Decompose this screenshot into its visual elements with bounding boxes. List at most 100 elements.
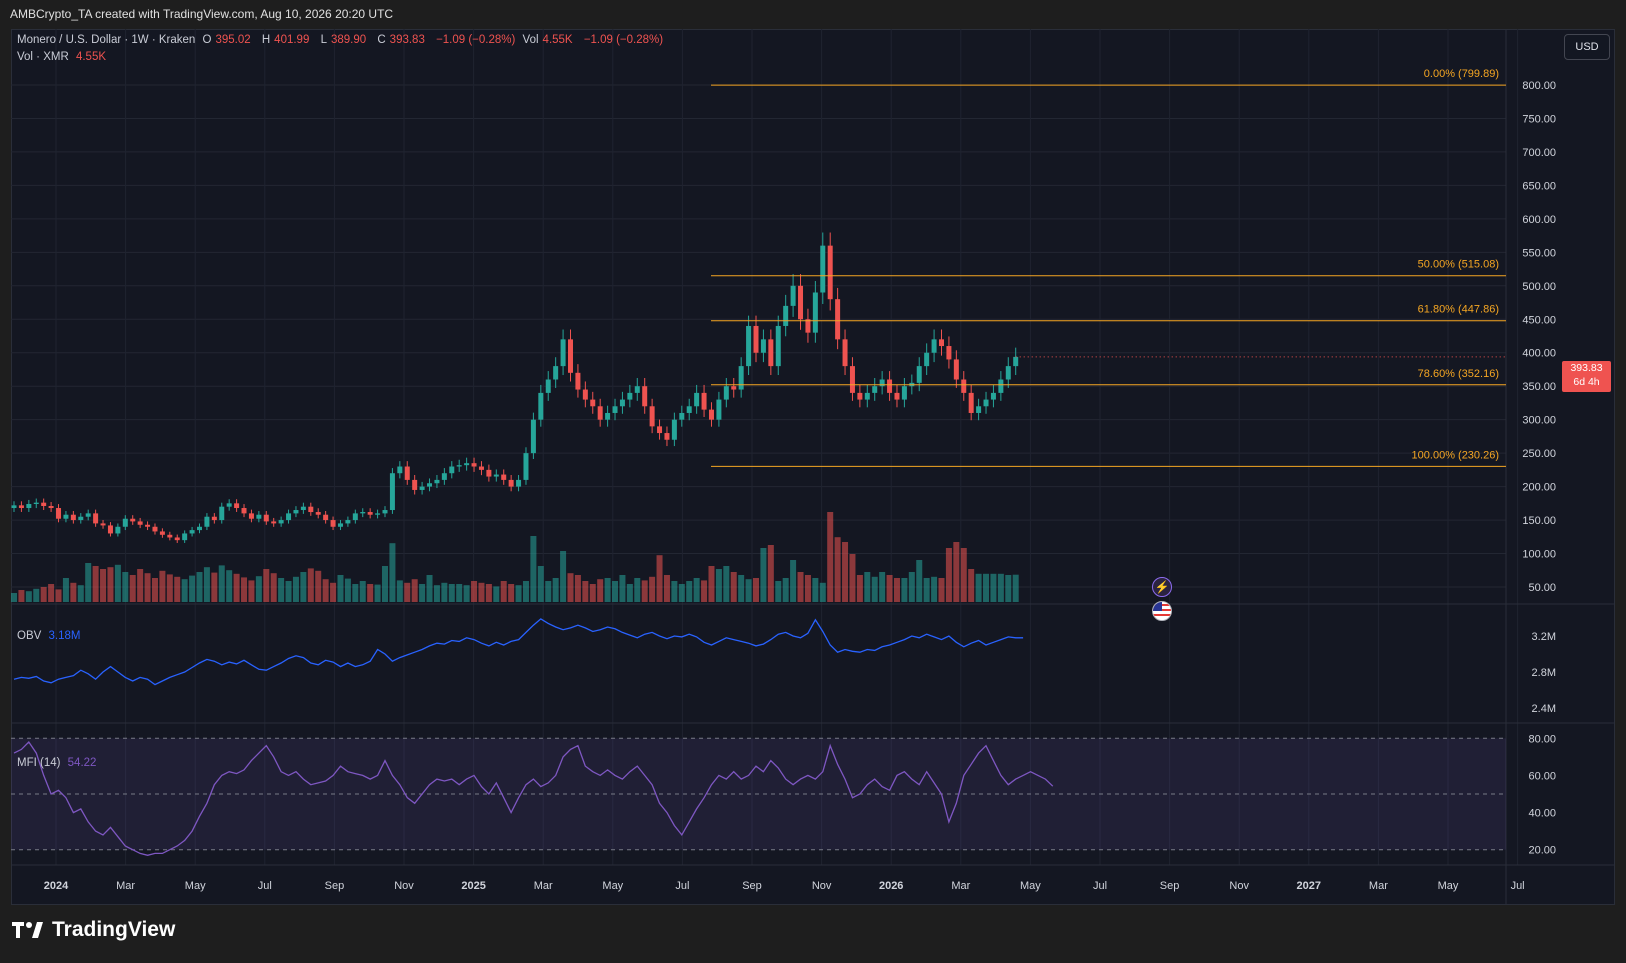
volume-bar xyxy=(307,568,314,602)
volume-bar xyxy=(856,575,863,602)
volume-bar xyxy=(663,575,670,602)
fib-level-label: 78.60% (352.16) xyxy=(1418,368,1499,380)
volume-bar xyxy=(508,584,515,602)
candle-body xyxy=(953,359,959,380)
candle-body xyxy=(946,346,952,360)
candle-body xyxy=(352,513,358,521)
candle-body xyxy=(419,486,425,490)
candle-body xyxy=(990,392,996,400)
candle-body xyxy=(337,523,343,527)
price-axis-label: 500.00 xyxy=(1522,281,1556,293)
volume-bar xyxy=(686,581,693,602)
volume-bar xyxy=(337,575,344,602)
volume-bar xyxy=(433,585,440,602)
volume-bar xyxy=(849,554,856,602)
candle-body xyxy=(449,466,455,474)
price-axis-label: 50.00 xyxy=(1528,582,1556,594)
time-axis-label: Mar xyxy=(951,880,970,892)
time-axis-label: Jul xyxy=(675,880,689,892)
volume-bar xyxy=(92,566,99,602)
candle-body xyxy=(894,392,900,400)
lightning-icon[interactable]: ⚡ xyxy=(1152,577,1172,597)
volume-bar xyxy=(441,582,448,602)
candle-body xyxy=(464,463,470,466)
candle-body xyxy=(159,531,165,535)
candle-body xyxy=(323,514,329,521)
volume-bar xyxy=(671,581,678,602)
candle-body xyxy=(560,339,566,367)
candle-body xyxy=(545,379,551,393)
mfi-axis-label: 60.00 xyxy=(1528,770,1556,782)
candle-body xyxy=(219,506,225,521)
candle-body xyxy=(708,409,714,420)
mfi-axis-label: 40.00 xyxy=(1528,808,1556,820)
volume-bar xyxy=(255,576,262,602)
time-axis-label: Mar xyxy=(116,880,135,892)
candle-body xyxy=(286,513,292,521)
candle-body xyxy=(345,520,351,524)
price-axis-label: 350.00 xyxy=(1522,381,1556,393)
time-axis-label: May xyxy=(185,880,206,892)
volume-bar xyxy=(485,584,492,602)
candle-body xyxy=(382,510,388,514)
price-axis-label: 600.00 xyxy=(1522,214,1556,226)
volume-bar xyxy=(300,572,307,602)
time-axis-label: 2026 xyxy=(879,880,903,892)
volume-bar xyxy=(560,551,567,602)
volume-bar xyxy=(597,579,604,602)
candle-body xyxy=(248,513,254,519)
candle-body xyxy=(241,508,247,514)
volume-bar xyxy=(33,588,40,602)
fib-level-label: 50.00% (515.08) xyxy=(1418,259,1499,271)
price-axis-label: 200.00 xyxy=(1522,482,1556,494)
candle-body xyxy=(308,506,314,513)
obv-axis-label: 2.4M xyxy=(1532,703,1556,715)
candle-body xyxy=(768,339,774,367)
mfi-axis-label: 20.00 xyxy=(1528,845,1556,857)
candle-body xyxy=(857,392,863,400)
candle-body xyxy=(1005,366,1011,380)
price-axis-label: 700.00 xyxy=(1522,147,1556,159)
candle-body xyxy=(731,386,737,390)
us-flag-icon[interactable] xyxy=(1152,601,1172,621)
chart-canvas[interactable]: 800.00 750.00 700.00 650.00 600.00 550.00 500.… xyxy=(11,29,1615,905)
price-axis-label: 550.00 xyxy=(1522,247,1556,259)
time-axis-label: Jul xyxy=(258,880,272,892)
time-axis-label: Sep xyxy=(1160,880,1180,892)
candle-body xyxy=(820,245,826,293)
candle-body xyxy=(48,506,54,509)
volume-bar xyxy=(367,584,374,602)
volume-bar xyxy=(278,578,285,602)
candle-body xyxy=(901,386,907,400)
candle-body xyxy=(879,379,885,387)
candle-body xyxy=(642,386,648,407)
candle-body xyxy=(122,518,128,527)
candle-body xyxy=(553,366,559,380)
volume-bar xyxy=(567,573,574,602)
time-axis-label: May xyxy=(602,880,623,892)
volume-bar xyxy=(723,566,730,602)
chart-frame xyxy=(11,29,1615,905)
currency-button[interactable]: USD xyxy=(1564,34,1610,60)
candle-body xyxy=(760,339,766,353)
volume-bar xyxy=(166,574,173,602)
volume-bar xyxy=(990,573,997,602)
tradingview-logo[interactable]: TradingView xyxy=(12,918,175,942)
volume-bar xyxy=(114,564,121,602)
volume-bar xyxy=(574,575,581,602)
obv-axis-label: 2.8M xyxy=(1532,667,1556,679)
chart-credit: AMBCrypto_TA created with TradingView.co… xyxy=(10,7,394,21)
time-axis-label: Sep xyxy=(742,880,762,892)
volume-bar xyxy=(159,570,166,602)
volume-bar xyxy=(753,578,759,602)
candle-body xyxy=(107,525,113,534)
candle-body xyxy=(723,386,729,400)
volume-bar xyxy=(901,578,908,602)
time-axis-label: 2025 xyxy=(461,880,485,892)
volume-bar xyxy=(292,576,299,602)
candle-body xyxy=(493,474,499,477)
candle-body xyxy=(931,339,937,353)
candle-body xyxy=(256,514,262,519)
volume-bar xyxy=(218,565,225,602)
volume-bar xyxy=(352,584,359,602)
